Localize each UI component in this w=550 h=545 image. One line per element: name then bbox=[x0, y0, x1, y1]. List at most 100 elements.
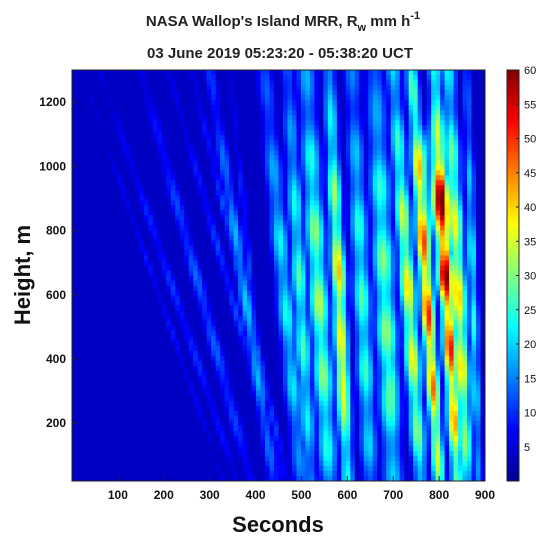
heatmap-cell bbox=[300, 430, 307, 437]
heatmap-cell bbox=[76, 225, 82, 231]
heatmap-cell bbox=[197, 145, 203, 151]
heatmap-cell bbox=[291, 215, 298, 221]
heatmap-cell bbox=[224, 220, 230, 226]
heatmap-cell bbox=[323, 330, 329, 337]
heatmap-cell bbox=[206, 280, 212, 287]
heatmap-cell bbox=[161, 280, 167, 287]
heatmap-cell bbox=[305, 440, 311, 447]
heatmap-cell bbox=[76, 325, 82, 332]
heatmap-cell bbox=[318, 130, 324, 136]
heatmap-cell bbox=[157, 435, 163, 442]
heatmap-cell bbox=[152, 460, 158, 467]
heatmap-cell bbox=[161, 285, 167, 292]
heatmap-cell bbox=[229, 125, 235, 131]
heatmap-cell bbox=[309, 140, 316, 146]
heatmap-cell bbox=[170, 220, 176, 226]
heatmap-cell bbox=[157, 215, 163, 221]
heatmap-cell bbox=[305, 205, 311, 211]
heatmap-cell bbox=[256, 155, 262, 161]
heatmap-cell bbox=[274, 305, 280, 312]
heatmap-cell bbox=[282, 235, 289, 242]
heatmap-cell bbox=[251, 360, 257, 367]
heatmap-cell bbox=[184, 250, 190, 257]
heatmap-cell bbox=[291, 235, 298, 242]
heatmap-cell bbox=[265, 440, 271, 447]
heatmap-cell bbox=[323, 395, 329, 402]
heatmap-cell bbox=[300, 215, 307, 221]
heatmap-cell bbox=[291, 150, 298, 156]
heatmap-cell bbox=[184, 175, 190, 181]
heatmap-cell bbox=[85, 350, 91, 357]
heatmap-cell bbox=[327, 460, 333, 467]
heatmap-cell bbox=[76, 400, 82, 407]
heatmap-cell bbox=[305, 390, 311, 397]
heatmap-cell bbox=[107, 430, 113, 437]
heatmap-cell bbox=[152, 325, 158, 332]
heatmap-cell bbox=[139, 200, 145, 206]
heatmap-cell bbox=[103, 195, 109, 201]
heatmap-cell bbox=[238, 110, 244, 116]
heatmap-cell bbox=[265, 130, 271, 136]
heatmap-cell bbox=[143, 365, 149, 372]
heatmap-cell bbox=[341, 75, 347, 81]
heatmap-cell bbox=[211, 330, 217, 337]
heatmap-cell bbox=[260, 235, 266, 242]
heatmap-cell bbox=[197, 180, 203, 186]
heatmap-cell bbox=[112, 155, 118, 161]
heatmap-cell bbox=[305, 130, 311, 136]
heatmap-cell bbox=[341, 410, 347, 417]
heatmap-cell bbox=[260, 455, 266, 462]
heatmap-cell bbox=[76, 450, 82, 457]
heatmap-cell bbox=[332, 190, 338, 196]
heatmap-cell bbox=[98, 410, 105, 417]
heatmap-cell bbox=[336, 350, 342, 357]
heatmap-cell bbox=[224, 375, 230, 382]
heatmap-cell bbox=[220, 430, 226, 437]
heatmap-cell bbox=[242, 250, 248, 257]
heatmap-cell bbox=[125, 460, 131, 467]
heatmap-cell bbox=[184, 275, 190, 282]
heatmap-cell bbox=[188, 205, 194, 211]
heatmap-cell bbox=[314, 365, 320, 372]
heatmap-cell bbox=[247, 420, 253, 427]
heatmap-cell bbox=[314, 165, 320, 171]
heatmap-cell bbox=[287, 350, 293, 357]
heatmap-cell bbox=[260, 80, 266, 86]
heatmap-cell bbox=[148, 320, 154, 327]
heatmap-cell bbox=[112, 130, 118, 136]
heatmap-cell bbox=[197, 300, 203, 307]
heatmap-cell bbox=[247, 460, 253, 467]
heatmap-cell bbox=[287, 470, 293, 477]
heatmap-cell bbox=[107, 160, 113, 166]
heatmap-cell bbox=[139, 230, 145, 236]
heatmap-cell bbox=[116, 120, 122, 126]
heatmap-cell bbox=[161, 275, 167, 282]
heatmap-cell bbox=[152, 385, 158, 392]
heatmap-cell bbox=[265, 370, 271, 377]
heatmap-cell bbox=[143, 180, 149, 186]
heatmap-cell bbox=[274, 345, 280, 352]
heatmap-cell bbox=[170, 225, 176, 231]
heatmap-cell bbox=[197, 395, 203, 402]
heatmap-cell bbox=[121, 340, 127, 347]
heatmap-cell bbox=[206, 405, 212, 412]
heatmap-cell bbox=[121, 460, 127, 467]
heatmap-cell bbox=[309, 175, 316, 181]
heatmap-cell bbox=[278, 195, 284, 201]
heatmap-cell bbox=[300, 210, 307, 216]
heatmap-cell bbox=[139, 105, 145, 111]
heatmap-cell bbox=[282, 410, 289, 417]
heatmap-cell bbox=[152, 445, 158, 452]
heatmap-cell bbox=[80, 375, 87, 382]
heatmap-cell bbox=[323, 470, 329, 477]
heatmap-cell bbox=[148, 280, 154, 287]
heatmap-cell bbox=[265, 165, 271, 171]
heatmap-cell bbox=[152, 310, 158, 317]
heatmap-cell bbox=[161, 235, 167, 242]
heatmap-cell bbox=[94, 80, 100, 86]
heatmap-cell bbox=[89, 135, 96, 141]
heatmap-cell bbox=[229, 110, 235, 116]
heatmap-cell bbox=[103, 425, 109, 432]
heatmap-cell bbox=[170, 120, 176, 126]
heatmap-cell bbox=[157, 440, 163, 447]
